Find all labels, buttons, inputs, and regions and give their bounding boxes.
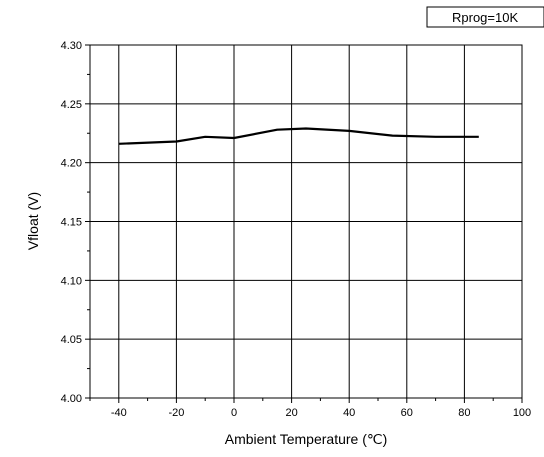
y-tick-label: 4.00: [61, 393, 82, 405]
y-tick-label: 4.05: [61, 334, 82, 346]
x-tick-label: 0: [231, 407, 237, 419]
legend-frame: [426, 6, 544, 28]
y-tick-label: 4.15: [61, 217, 82, 229]
x-axis-title: Ambient Temperature (℃): [225, 431, 388, 447]
y-tick-label: 4.30: [61, 40, 82, 52]
series-group: [118, 127, 479, 145]
y-tick-label: 4.10: [61, 275, 82, 287]
y-tick-labels: 4.00 4.05 4.10 4.15 4.20 4.25 4.30: [61, 40, 82, 405]
plot-frame: [89, 44, 523, 399]
x-tick-label: 60: [401, 407, 413, 419]
x-tick-label: 80: [458, 407, 470, 419]
x-tick-label: 100: [513, 407, 531, 419]
y-axis-title: Vfloat (V): [25, 192, 41, 250]
series-line: [118, 127, 479, 145]
x-tick-label: 20: [285, 407, 297, 419]
legend-annotation-text: Rprog=10K: [452, 10, 518, 25]
x-tick-label: -20: [168, 407, 184, 419]
x-tick-label: 40: [343, 407, 355, 419]
y-tick-label: 4.20: [61, 158, 82, 170]
x-tick-label: -40: [111, 407, 127, 419]
legend-box: Rprog=10K: [426, 6, 544, 28]
y-tick-label: 4.25: [61, 99, 82, 111]
x-tick-labels: -40 -20 0 20 40 60 80 100: [111, 407, 531, 419]
